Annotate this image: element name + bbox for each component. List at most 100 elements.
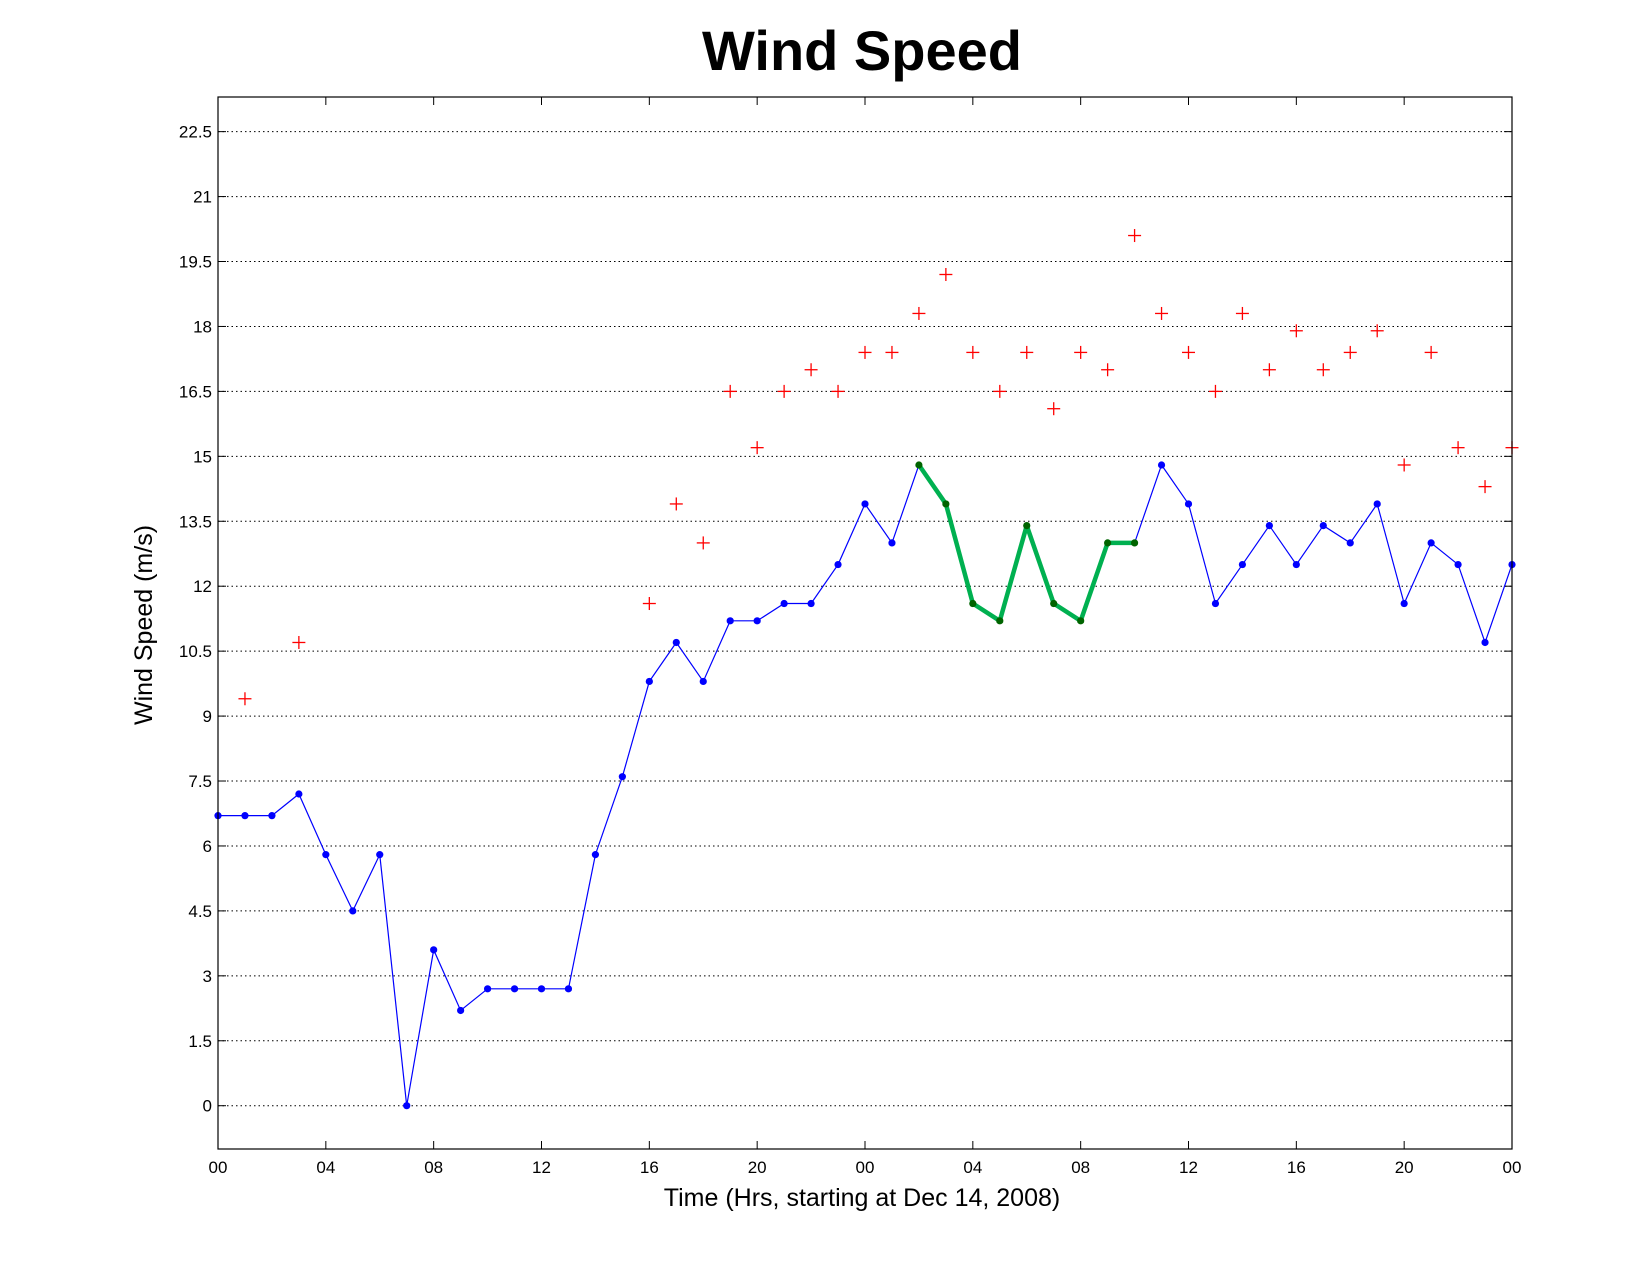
gust-marker bbox=[1289, 324, 1303, 338]
wind-speed-point bbox=[268, 812, 276, 820]
x-tick-label: 20 bbox=[1395, 1158, 1414, 1177]
highlight-point bbox=[1023, 521, 1031, 530]
y-tick-label: 9 bbox=[203, 707, 212, 726]
y-tick-label: 22.5 bbox=[179, 123, 212, 142]
gust-marker bbox=[1155, 306, 1169, 320]
gust-marker bbox=[1182, 345, 1195, 359]
x-axis-title: Time (Hrs, starting at Dec 14, 2008) bbox=[664, 1184, 1060, 1212]
y-tick-label: 15 bbox=[193, 447, 212, 466]
gust-marker bbox=[993, 384, 1007, 398]
wind-speed-point bbox=[1238, 560, 1247, 569]
gust-marker bbox=[1478, 480, 1492, 494]
wind-speed-point bbox=[1292, 560, 1300, 569]
gust-marker bbox=[1316, 363, 1330, 377]
wind-speed-point bbox=[861, 500, 869, 508]
x-tick-label: 00 bbox=[856, 1158, 875, 1177]
wind-speed-point bbox=[1454, 560, 1462, 569]
gust-marker bbox=[858, 345, 872, 359]
gust-marker bbox=[1262, 363, 1276, 377]
wind-speed-point bbox=[349, 907, 357, 915]
gust-marker bbox=[238, 692, 252, 706]
x-tick-label: 04 bbox=[963, 1158, 982, 1177]
y-tick-label: 4.5 bbox=[188, 902, 212, 921]
gust-marker bbox=[912, 306, 926, 320]
x-tick-label: 16 bbox=[640, 1158, 659, 1177]
x-tick-label: 20 bbox=[748, 1158, 767, 1177]
wind-speed-point bbox=[591, 851, 600, 859]
y-tick-label: 1.5 bbox=[188, 1032, 212, 1051]
wind-speed-point bbox=[322, 851, 330, 859]
y-tick-labels: 0 1.5 3 4.5 6 7.5 9 10.5 12 13.5 15 16.5 18 19.5 21 22.… bbox=[179, 123, 212, 1116]
highlight-point bbox=[996, 617, 1004, 625]
wind-speed-point bbox=[537, 985, 546, 993]
wind-speed-point bbox=[241, 812, 249, 820]
gust-marker bbox=[1397, 458, 1411, 472]
gust-marker bbox=[750, 441, 764, 455]
wind-speed-point bbox=[1373, 500, 1381, 508]
wind-speed-point bbox=[403, 1102, 411, 1110]
gust-marker bbox=[939, 267, 953, 281]
wind-speed-point bbox=[888, 539, 896, 547]
chart-title: Wind Speed bbox=[702, 19, 1022, 82]
wind-speed-point bbox=[672, 638, 680, 647]
gust-marker bbox=[1020, 345, 1034, 359]
highlight-point bbox=[942, 500, 950, 508]
gust-marker bbox=[1235, 306, 1249, 320]
highlight-point bbox=[1050, 599, 1058, 608]
y-tick-label: 3 bbox=[203, 967, 212, 986]
wind-speed-point bbox=[1481, 638, 1489, 647]
x-tick-label: 16 bbox=[1287, 1158, 1306, 1177]
wind-speed-point bbox=[1184, 500, 1193, 508]
gust-marker bbox=[1208, 384, 1222, 398]
wind-speed-point bbox=[1211, 599, 1220, 608]
wind-speed-point bbox=[618, 773, 626, 781]
gust-marker bbox=[1074, 345, 1088, 359]
plot-frame bbox=[217, 96, 1513, 1150]
x-tick-label: 08 bbox=[424, 1158, 443, 1177]
gust-marker bbox=[966, 345, 980, 359]
wind-speed-point bbox=[376, 851, 384, 859]
x-tick-label: 00 bbox=[209, 1158, 228, 1177]
gust-marker bbox=[723, 384, 737, 398]
y-tick-label: 10.5 bbox=[179, 642, 212, 661]
gust-marker bbox=[1451, 441, 1465, 455]
highlight-point bbox=[1077, 617, 1085, 625]
x-tick-label: 00 bbox=[1503, 1158, 1522, 1177]
gust-marker bbox=[831, 384, 845, 398]
wind-speed-point bbox=[834, 560, 842, 569]
gust-marker bbox=[1370, 324, 1384, 338]
wind-speed-point bbox=[699, 677, 707, 686]
x-tick-label: 12 bbox=[532, 1158, 551, 1177]
wind-speed-point bbox=[645, 677, 653, 686]
gust-marker bbox=[642, 597, 656, 611]
plot-series bbox=[214, 229, 1519, 1110]
x-tick-labels: 00 04 08 12 16 20 00 04 08 12 16 20 00 bbox=[209, 1158, 1522, 1177]
wind-speed-point bbox=[1157, 461, 1166, 469]
wind-speed-point bbox=[483, 985, 492, 993]
gust-marker bbox=[804, 363, 818, 377]
gust-marker bbox=[696, 536, 710, 550]
wind-speed-point bbox=[726, 617, 734, 625]
y-tick-label: 16.5 bbox=[179, 382, 212, 401]
y-tick-label: 0 bbox=[203, 1097, 212, 1116]
gust-marker bbox=[1047, 402, 1061, 416]
highlight-point bbox=[1104, 539, 1112, 547]
x-tick-label: 04 bbox=[316, 1158, 335, 1177]
y-axis-title: Wind Speed (m/s) bbox=[130, 525, 158, 725]
y-tick-label: 18 bbox=[193, 317, 212, 336]
y-tick-label: 12 bbox=[193, 577, 212, 596]
wind-speed-point bbox=[807, 599, 815, 608]
gust-marker bbox=[1128, 229, 1142, 243]
gust-marker bbox=[669, 497, 683, 511]
wind-speed-point bbox=[780, 599, 788, 608]
wind-speed-point bbox=[457, 1006, 465, 1015]
wind-speed-point bbox=[430, 946, 438, 954]
wind-speed-point bbox=[564, 985, 573, 993]
gust-marker bbox=[1101, 363, 1115, 377]
wind-speed-point bbox=[510, 985, 519, 993]
highlight-point bbox=[969, 599, 977, 608]
y-tick-label: 13.5 bbox=[179, 512, 212, 531]
x-tick-label: 08 bbox=[1071, 1158, 1090, 1177]
